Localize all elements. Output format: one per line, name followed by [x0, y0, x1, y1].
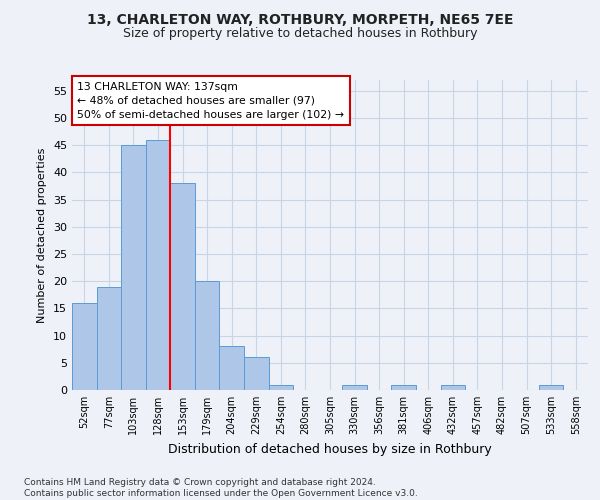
- Text: 13 CHARLETON WAY: 137sqm
← 48% of detached houses are smaller (97)
50% of semi-d: 13 CHARLETON WAY: 137sqm ← 48% of detach…: [77, 82, 344, 120]
- Bar: [72, 303, 97, 390]
- Bar: [244, 358, 269, 390]
- Bar: [220, 346, 244, 390]
- X-axis label: Distribution of detached houses by size in Rothbury: Distribution of detached houses by size …: [168, 442, 492, 456]
- Bar: [146, 140, 170, 390]
- Bar: [342, 384, 367, 390]
- Bar: [391, 384, 416, 390]
- Bar: [195, 281, 220, 390]
- Text: Size of property relative to detached houses in Rothbury: Size of property relative to detached ho…: [123, 28, 477, 40]
- Bar: [97, 286, 121, 390]
- Text: 13, CHARLETON WAY, ROTHBURY, MORPETH, NE65 7EE: 13, CHARLETON WAY, ROTHBURY, MORPETH, NE…: [87, 12, 513, 26]
- Bar: [440, 384, 465, 390]
- Text: Contains HM Land Registry data © Crown copyright and database right 2024.
Contai: Contains HM Land Registry data © Crown c…: [24, 478, 418, 498]
- Y-axis label: Number of detached properties: Number of detached properties: [37, 148, 47, 322]
- Bar: [269, 384, 293, 390]
- Bar: [170, 184, 195, 390]
- Bar: [539, 384, 563, 390]
- Bar: [121, 146, 146, 390]
